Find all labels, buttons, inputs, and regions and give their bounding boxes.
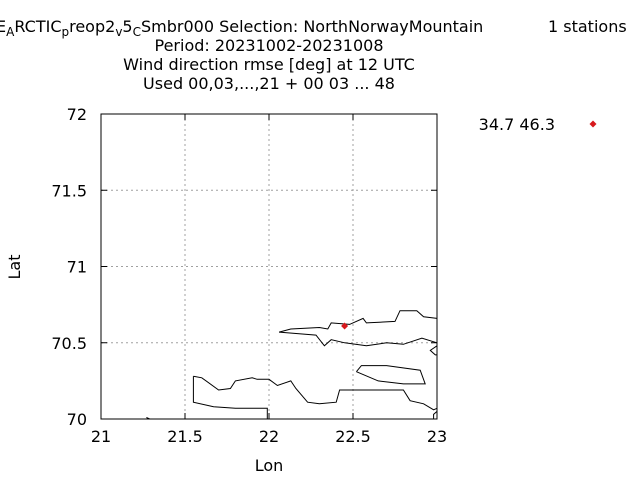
coastline bbox=[429, 345, 438, 356]
title-subscript: C bbox=[132, 25, 141, 39]
x-tick-label: 23 bbox=[427, 427, 447, 446]
legend: 34.7 46.3 bbox=[479, 115, 597, 134]
axis-ticks: 21 21.5 22 22.5 23 70 70.5 71 71.5 72 bbox=[51, 105, 447, 446]
y-axis-label: Lat bbox=[5, 255, 24, 280]
period-label: Period: 20231002-20231008 bbox=[154, 36, 384, 55]
variable-label: Wind direction rmse [deg] at 12 UTC bbox=[123, 55, 415, 74]
coastline bbox=[192, 376, 268, 419]
coastline-layer bbox=[146, 310, 438, 420]
coastline bbox=[356, 365, 426, 385]
data-point bbox=[341, 322, 349, 330]
title-segment: reop2 bbox=[69, 17, 116, 36]
data-points bbox=[341, 322, 349, 330]
coastline bbox=[279, 331, 438, 347]
grid-lines bbox=[101, 114, 437, 419]
title-subscript: A bbox=[6, 25, 15, 39]
x-tick-label: 22.5 bbox=[335, 427, 371, 446]
title-segment: Smbr000 Selection: NorthNorwayMountain bbox=[141, 17, 484, 36]
x-tick-label: 22 bbox=[259, 427, 279, 446]
y-tick-label: 71 bbox=[67, 258, 87, 277]
title-subscript: v bbox=[115, 25, 123, 39]
x-tick-label: 21 bbox=[91, 427, 111, 446]
legend-label: 34.7 46.3 bbox=[479, 115, 555, 134]
title-segment: 5 bbox=[122, 17, 133, 36]
station-count: 1 stations bbox=[548, 17, 627, 36]
chart-title: EARCTICpreop2v5CSmbr000 Selection: North… bbox=[0, 18, 483, 41]
y-tick-label: 70.5 bbox=[51, 334, 87, 353]
legend-marker bbox=[589, 120, 597, 128]
coastline bbox=[278, 310, 438, 333]
coastline bbox=[433, 411, 438, 419]
y-tick-label: 70 bbox=[67, 410, 87, 429]
used-label: Used 00,03,...,21 + 00 03 ... 48 bbox=[143, 74, 395, 93]
title-segment: RCTIC bbox=[14, 17, 62, 36]
chart-title-text: EARCTICpreop2v5CSmbr000 Selection: North… bbox=[0, 17, 484, 40]
title-segment: E bbox=[0, 17, 7, 36]
y-tick-label: 72 bbox=[67, 105, 87, 124]
y-tick-label: 71.5 bbox=[51, 181, 87, 200]
x-axis-label: Lon bbox=[255, 456, 284, 475]
title-subscript: p bbox=[61, 25, 70, 39]
x-tick-label: 21.5 bbox=[167, 427, 203, 446]
coastline bbox=[193, 375, 438, 411]
